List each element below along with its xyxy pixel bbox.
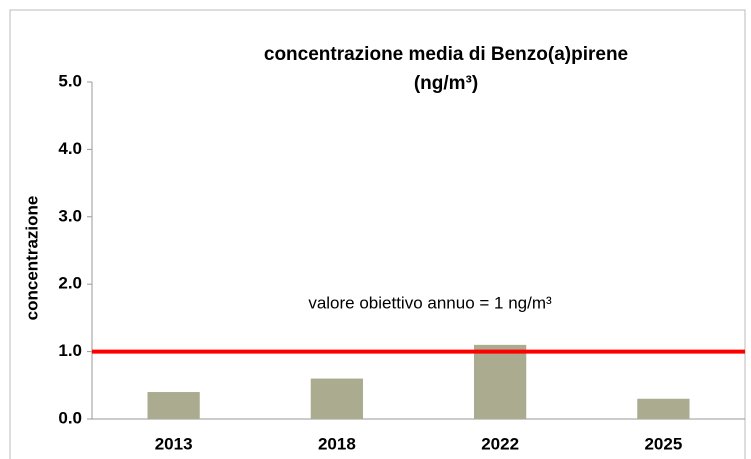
y-tick-label: 4.0 <box>58 139 82 158</box>
y-axis-label: concentrazione <box>22 196 41 321</box>
bar <box>474 344 527 419</box>
x-tick-label: 2025 <box>644 434 682 453</box>
chart-title: (ng/m³) <box>414 73 478 94</box>
y-tick-label: 0.0 <box>58 408 82 427</box>
y-tick-label: 1.0 <box>58 341 82 360</box>
x-tick-label: 2013 <box>155 434 193 453</box>
chart-title: concentrazione media di Benzo(a)pirene <box>264 44 628 65</box>
bar <box>637 398 690 419</box>
y-tick-label: 2.0 <box>58 274 82 293</box>
bar <box>310 378 363 419</box>
x-tick-label: 2022 <box>481 434 519 453</box>
x-tick-label: 2018 <box>318 434 356 453</box>
y-tick-label: 5.0 <box>58 71 82 90</box>
y-tick-label: 3.0 <box>58 206 82 225</box>
bar <box>147 392 200 419</box>
annotation: valore obiettivo annuo = 1 ng/m³ <box>308 293 552 312</box>
chart-frame <box>9 9 746 459</box>
